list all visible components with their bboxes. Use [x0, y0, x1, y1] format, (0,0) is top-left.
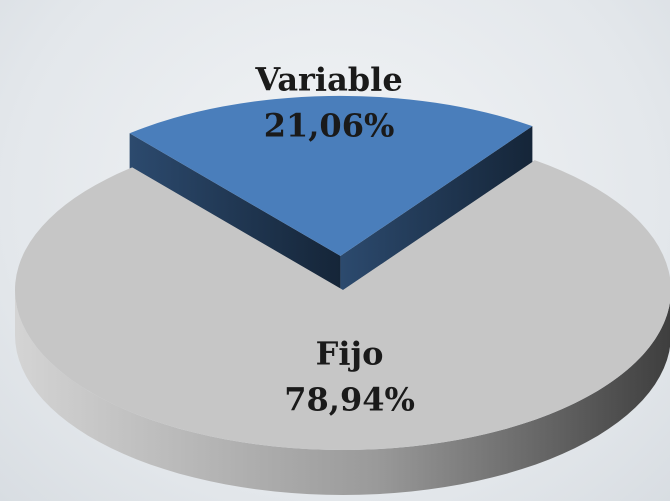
slice-label: Fijo: [316, 334, 384, 372]
slice-wall: [340, 126, 533, 301]
slice-label: Variable: [254, 60, 402, 98]
slice-value-label: 78,94%: [284, 380, 415, 418]
slice: [15, 160, 670, 450]
slice-side: [15, 290, 670, 495]
slice: [129, 95, 533, 256]
slice-value-label: 21,06%: [264, 106, 395, 144]
